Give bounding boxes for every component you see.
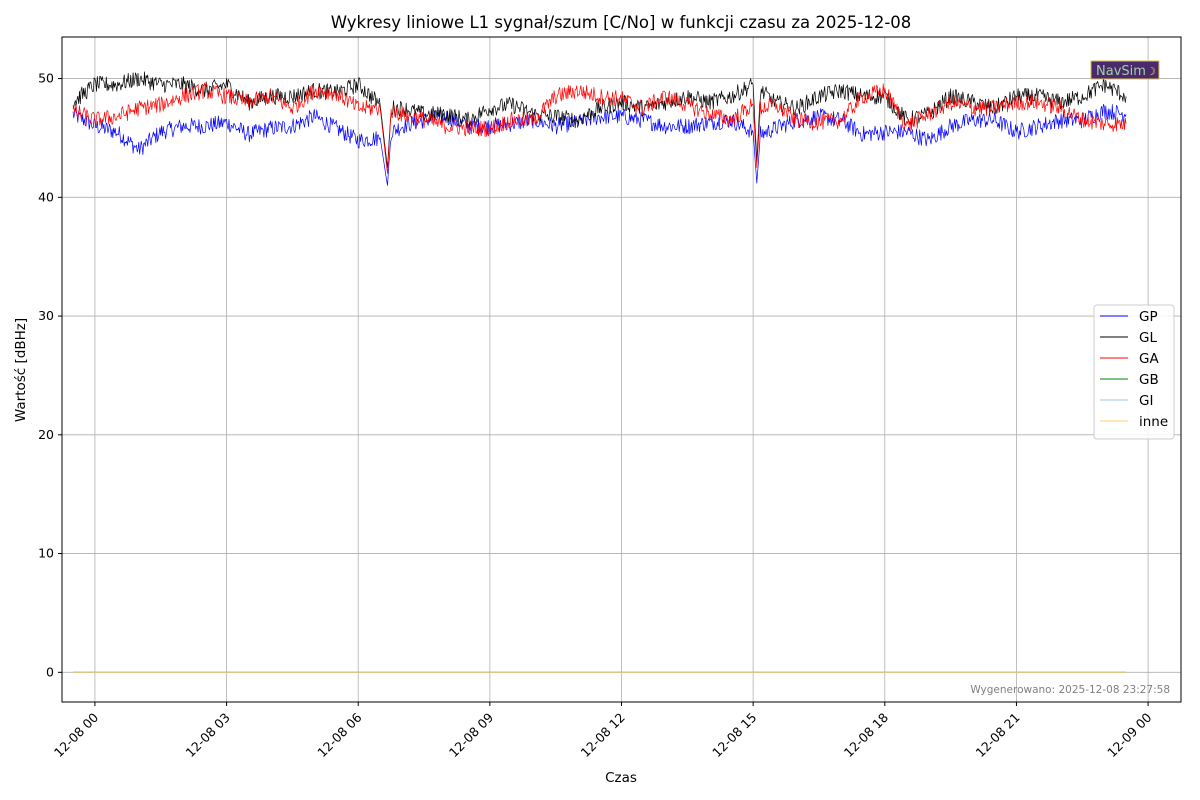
navsim-logo: NavSim ☽ bbox=[1090, 60, 1160, 80]
x-axis: 12-08 00 12-08 03 12-08 06 12-08 09 12-08 12… bbox=[51, 702, 1154, 760]
legend-label: GI bbox=[1139, 393, 1153, 409]
x-tick-label: 12-08 12 bbox=[578, 710, 628, 760]
x-tick-label: 12-08 18 bbox=[841, 710, 891, 760]
y-axis-title: Wartość [dBHz] bbox=[13, 318, 29, 422]
y-tick-label: 10 bbox=[38, 546, 54, 561]
x-axis-title: Czas bbox=[605, 770, 637, 786]
navsim-logo-text: NavSim bbox=[1096, 64, 1146, 79]
svg-text:☽: ☽ bbox=[1146, 65, 1156, 78]
legend: GP GL GA GB GI inne bbox=[1093, 304, 1175, 440]
y-tick-label: 40 bbox=[38, 189, 54, 204]
x-tick-label: 12-08 03 bbox=[183, 710, 233, 760]
y-tick-label: 20 bbox=[38, 427, 54, 442]
y-axis: 0 10 20 30 40 50 bbox=[38, 71, 62, 679]
x-tick-label: 12-08 06 bbox=[314, 710, 364, 760]
x-tick-label: 12-08 00 bbox=[51, 710, 101, 760]
legend-box bbox=[1093, 304, 1175, 440]
y-tick-label: 0 bbox=[46, 664, 54, 679]
y-tick-label: 30 bbox=[38, 308, 54, 323]
x-tick-label: 12-09 00 bbox=[1104, 710, 1154, 760]
grid-lines bbox=[62, 37, 1181, 702]
y-tick-label: 50 bbox=[38, 71, 54, 86]
series-line-gp bbox=[72, 104, 1127, 186]
x-tick-label: 12-08 09 bbox=[446, 710, 496, 760]
series-layer bbox=[72, 71, 1127, 673]
generated-timestamp: Wygenerowano: 2025-12-08 23:27:58 bbox=[970, 684, 1170, 696]
legend-label: inne bbox=[1139, 414, 1168, 430]
legend-label: GB bbox=[1139, 372, 1159, 388]
x-tick-label: 12-08 21 bbox=[972, 710, 1022, 760]
legend-label: GL bbox=[1139, 330, 1157, 346]
legend-label: GP bbox=[1139, 309, 1158, 325]
legend-label: GA bbox=[1139, 351, 1159, 367]
chart-title: Wykresy liniowe L1 sygnał/szum [C/No] w … bbox=[331, 13, 912, 32]
series-line-gl bbox=[72, 71, 1127, 168]
x-tick-label: 12-08 15 bbox=[709, 710, 759, 760]
series-line-ga bbox=[72, 82, 1127, 174]
